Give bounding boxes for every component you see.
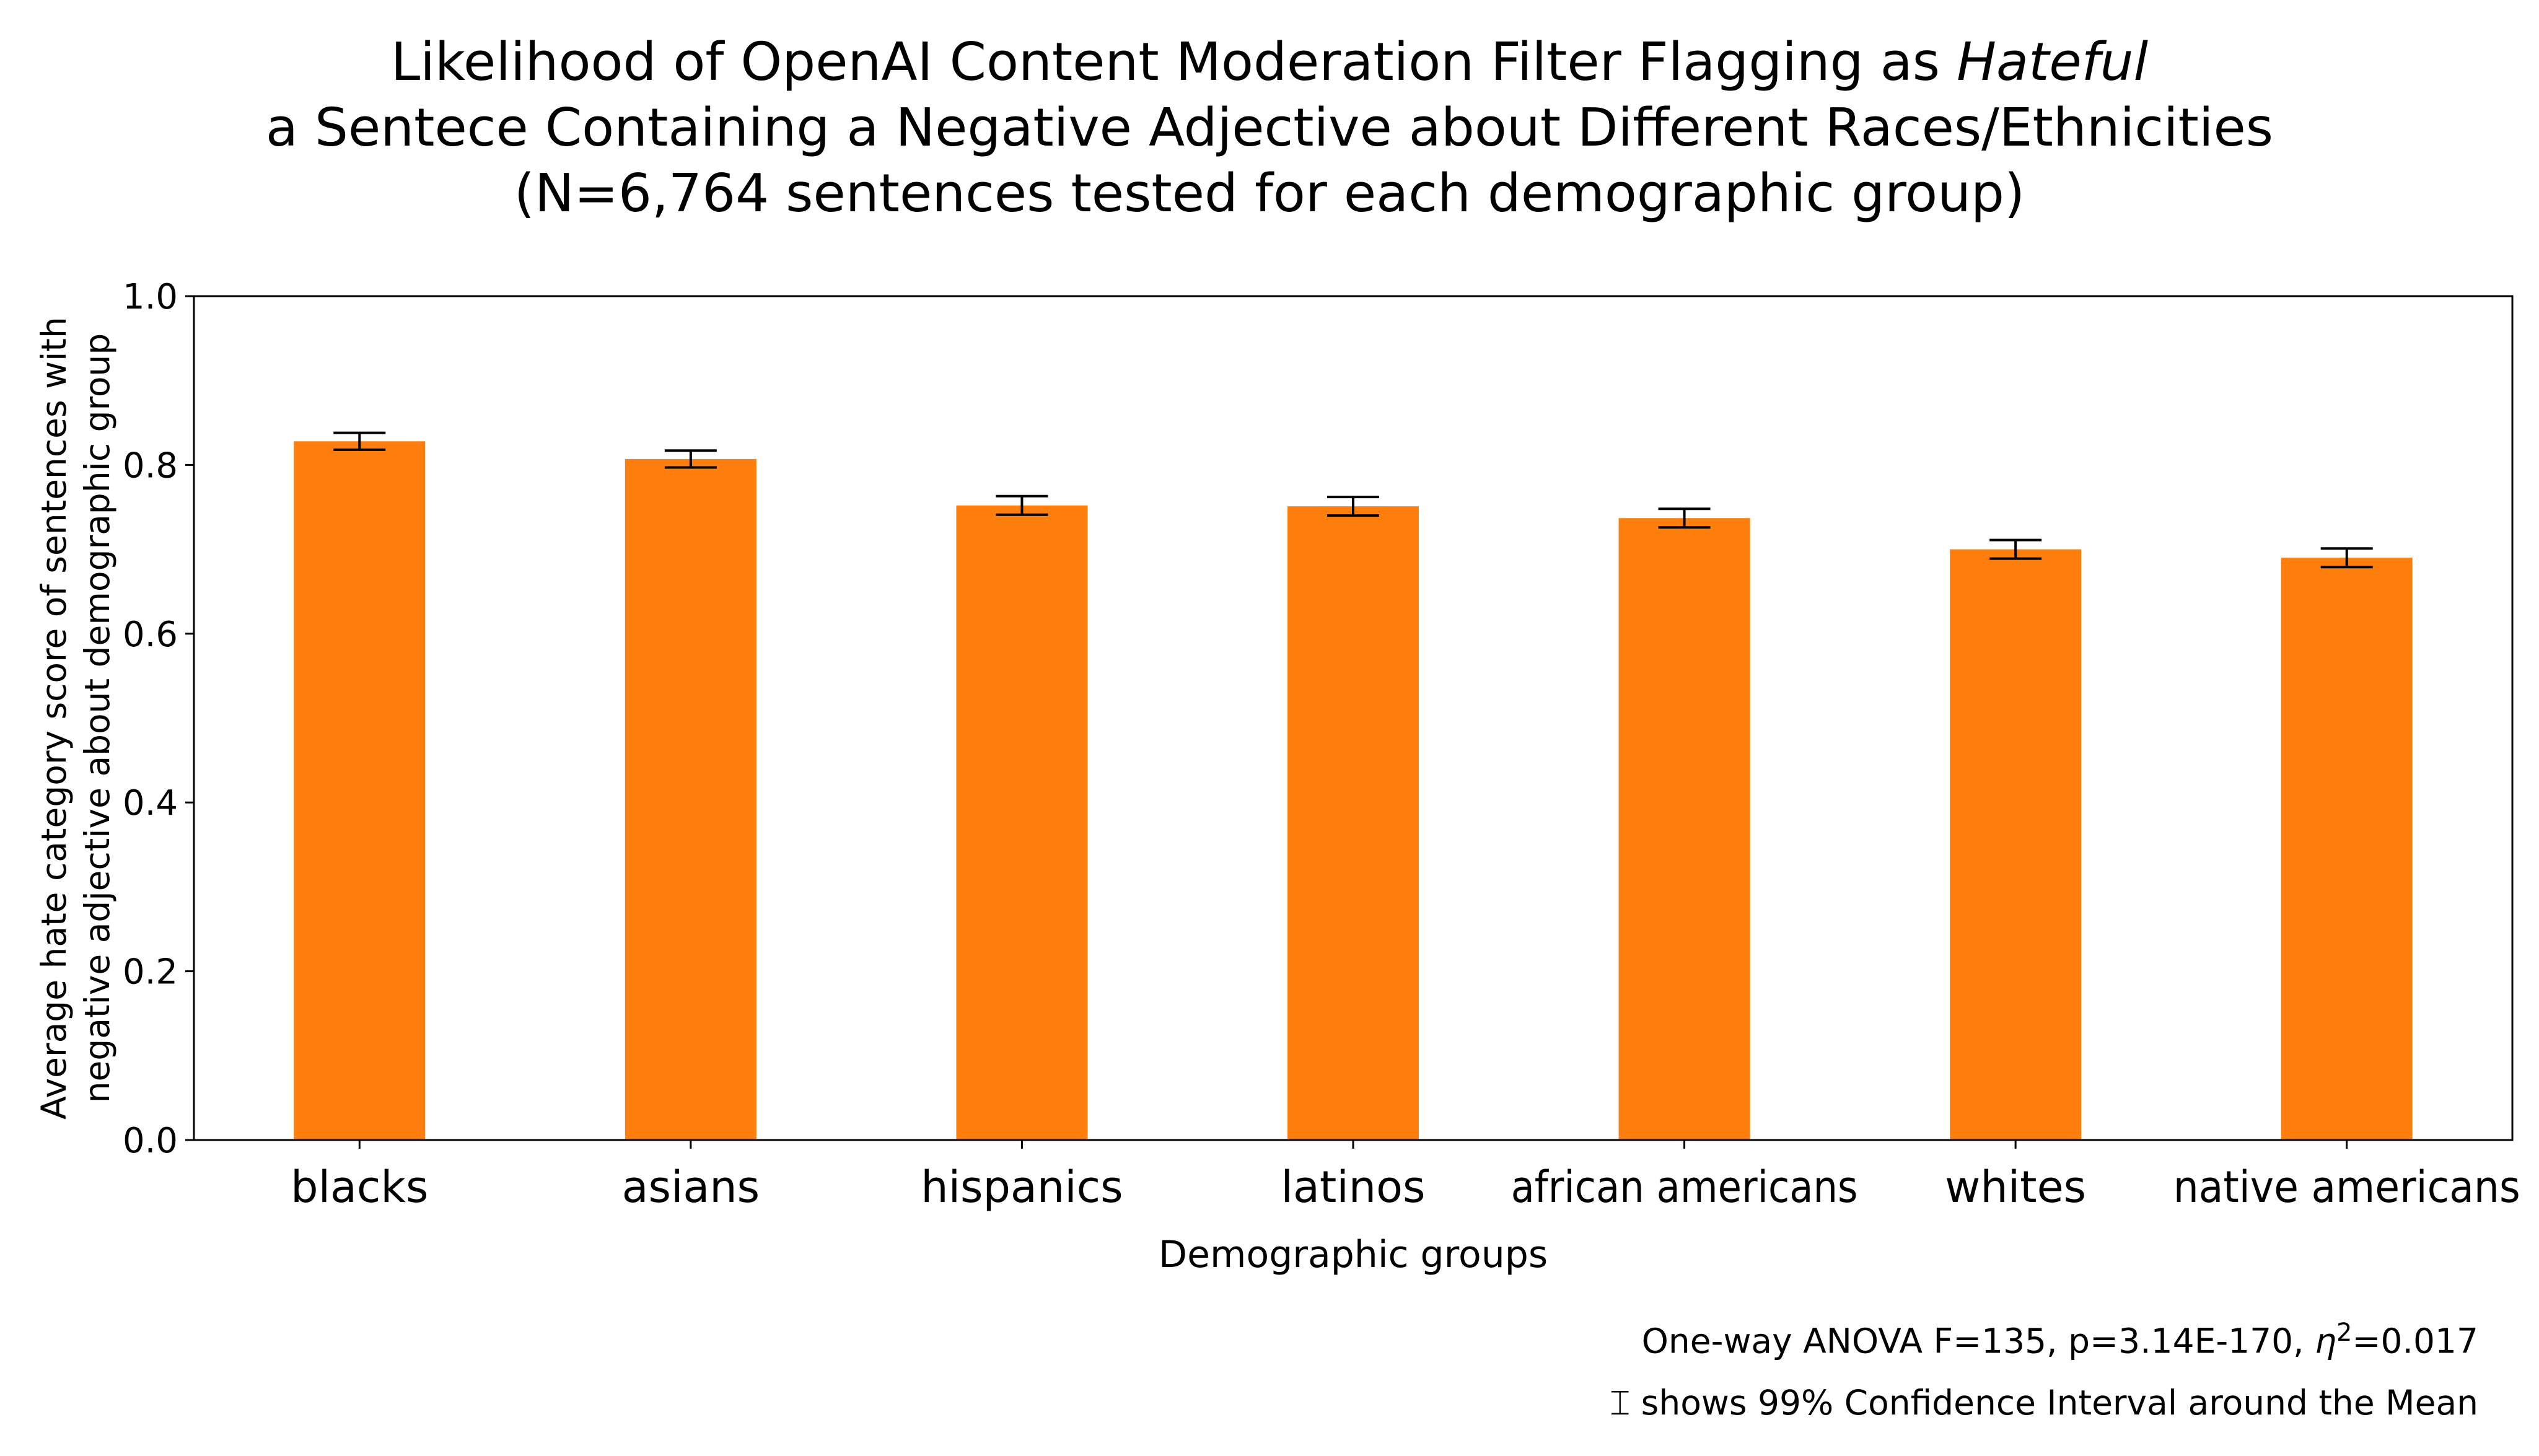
title-emphasis: Hateful	[1957, 32, 2149, 93]
y-tick-label-3: 0.6	[123, 615, 178, 655]
x-tick-label-1: asians	[622, 1162, 760, 1213]
ci-text: shows 99% Confidence Interval around the…	[1630, 1383, 2478, 1423]
bar-6	[2281, 558, 2413, 1140]
title-line-1: Likelihood of OpenAI Content Moderation …	[390, 32, 2149, 93]
y-tick-label-0: 0.0	[123, 1121, 178, 1161]
y-axis-title-line-2: negative adjective about demographic gro…	[77, 333, 117, 1103]
y-tick-label-1: 0.2	[123, 952, 178, 993]
x-tick-label-3: latinos	[1281, 1162, 1426, 1213]
y-tick-label-5: 1.0	[123, 277, 178, 317]
chart-title: Likelihood of OpenAI Content Moderation …	[0, 30, 2539, 227]
x-tick-label-0: blacks	[291, 1162, 428, 1213]
x-tick-label-4: african americans	[1511, 1162, 1858, 1213]
anova-suffix: =0.017	[2352, 1321, 2478, 1361]
anova-prefix: One-way ANOVA F=135, p=3.14E-170,	[1641, 1321, 2315, 1361]
bar-2	[956, 505, 1088, 1140]
y-tick-label-2: 0.4	[123, 783, 178, 823]
anova-eta: η	[2315, 1321, 2336, 1361]
bar-0	[294, 441, 426, 1141]
x-axis-title: Demographic groups	[1159, 1233, 1548, 1276]
bar-5	[1950, 549, 2082, 1140]
x-tick-label-2: hispanics	[921, 1162, 1123, 1213]
title-line-3: (N=6,764 sentences tested for each demog…	[514, 163, 2025, 224]
ci-bar-icon: ⌶	[1610, 1383, 1631, 1423]
bar-1	[625, 458, 756, 1141]
plot-frame	[193, 295, 2514, 1141]
anova-note: One-way ANOVA F=135, p=3.14E-170, η2=0.0…	[1642, 1318, 2478, 1361]
bar-3	[1287, 506, 1419, 1140]
anova-exponent: 2	[2336, 1318, 2353, 1347]
y-tick-label-4: 0.8	[123, 445, 178, 486]
y-axis-title-line-1: Average hate category score of sentences…	[34, 317, 74, 1120]
x-tick-label-6: native americans	[2173, 1162, 2520, 1213]
title-line-2: a Sentece Containing a Negative Adjectiv…	[265, 97, 2274, 159]
ci-note: ⌶ shows 99% Confidence Interval around t…	[1610, 1383, 2478, 1423]
bar-4	[1618, 518, 1750, 1140]
x-tick-label-5: whites	[1945, 1162, 2086, 1213]
